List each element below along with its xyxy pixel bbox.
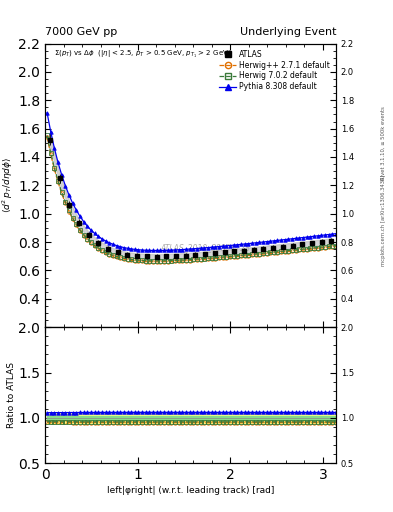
- X-axis label: left|φright| (w.r.t. leading track) [rad]: left|φright| (w.r.t. leading track) [rad…: [107, 486, 274, 496]
- Text: Rivet 3.1.10, ≥ 500k events: Rivet 3.1.10, ≥ 500k events: [381, 106, 386, 180]
- Text: mcplots.cern.ch [arXiv:1306.3436]: mcplots.cern.ch [arXiv:1306.3436]: [381, 175, 386, 266]
- Text: $\Sigma(p_T)$ vs $\Delta\phi$  ($|\eta|$ < 2.5, $p_T$ > 0.5 GeV, $p_{T_1}$ > 2 G: $\Sigma(p_T)$ vs $\Delta\phi$ ($|\eta|$ …: [54, 49, 231, 60]
- Text: ATLAS_2010_S8894728: ATLAS_2010_S8894728: [160, 243, 250, 252]
- Y-axis label: Ratio to ATLAS: Ratio to ATLAS: [7, 362, 16, 428]
- Legend: ATLAS, Herwig++ 2.7.1 default, Herwig 7.0.2 default, Pythia 8.308 default: ATLAS, Herwig++ 2.7.1 default, Herwig 7.…: [217, 47, 332, 94]
- Text: Underlying Event: Underlying Event: [239, 27, 336, 37]
- Text: 7000 GeV pp: 7000 GeV pp: [45, 27, 118, 37]
- Y-axis label: $\langle d^2\,p_T/d\eta d\phi\rangle$: $\langle d^2\,p_T/d\eta d\phi\rangle$: [1, 157, 15, 214]
